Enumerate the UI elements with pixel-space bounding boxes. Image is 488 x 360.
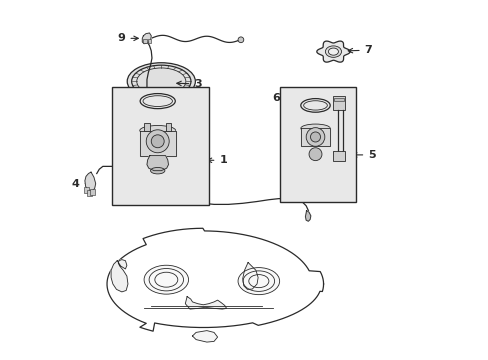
- Circle shape: [305, 128, 324, 146]
- Circle shape: [151, 135, 164, 148]
- Polygon shape: [142, 33, 151, 44]
- Ellipse shape: [300, 124, 329, 133]
- Text: 8: 8: [167, 182, 182, 194]
- Polygon shape: [192, 330, 217, 342]
- Ellipse shape: [140, 126, 175, 135]
- Circle shape: [310, 132, 320, 142]
- Circle shape: [238, 37, 244, 42]
- Text: 7: 7: [347, 45, 372, 55]
- Polygon shape: [147, 156, 168, 171]
- Ellipse shape: [144, 265, 188, 294]
- Bar: [280, 87, 355, 202]
- Ellipse shape: [127, 63, 195, 100]
- Circle shape: [180, 194, 187, 202]
- Bar: [333, 151, 344, 161]
- Bar: [165, 123, 171, 131]
- Bar: [333, 98, 344, 101]
- Polygon shape: [300, 129, 329, 146]
- Bar: [87, 190, 92, 196]
- Polygon shape: [305, 211, 310, 221]
- Circle shape: [146, 130, 169, 153]
- Polygon shape: [85, 172, 96, 191]
- Text: 4: 4: [72, 179, 90, 189]
- Ellipse shape: [328, 48, 338, 55]
- Circle shape: [308, 148, 321, 161]
- Bar: [143, 39, 147, 42]
- Ellipse shape: [150, 167, 164, 174]
- Bar: [333, 96, 344, 110]
- Polygon shape: [140, 131, 175, 156]
- Text: 1: 1: [207, 155, 227, 165]
- Polygon shape: [316, 41, 349, 62]
- Text: 5: 5: [352, 150, 375, 160]
- Bar: [84, 187, 89, 193]
- Text: 3: 3: [177, 79, 202, 89]
- Polygon shape: [111, 260, 128, 292]
- Bar: [147, 39, 150, 42]
- Bar: [144, 123, 149, 131]
- Ellipse shape: [238, 267, 279, 294]
- Text: 6: 6: [272, 93, 289, 103]
- Polygon shape: [185, 297, 226, 309]
- Polygon shape: [107, 228, 323, 331]
- Ellipse shape: [325, 46, 341, 57]
- Bar: [112, 87, 208, 205]
- Bar: [90, 189, 94, 195]
- Polygon shape: [242, 262, 258, 289]
- Text: 9: 9: [117, 33, 138, 43]
- Text: 2: 2: [116, 96, 142, 106]
